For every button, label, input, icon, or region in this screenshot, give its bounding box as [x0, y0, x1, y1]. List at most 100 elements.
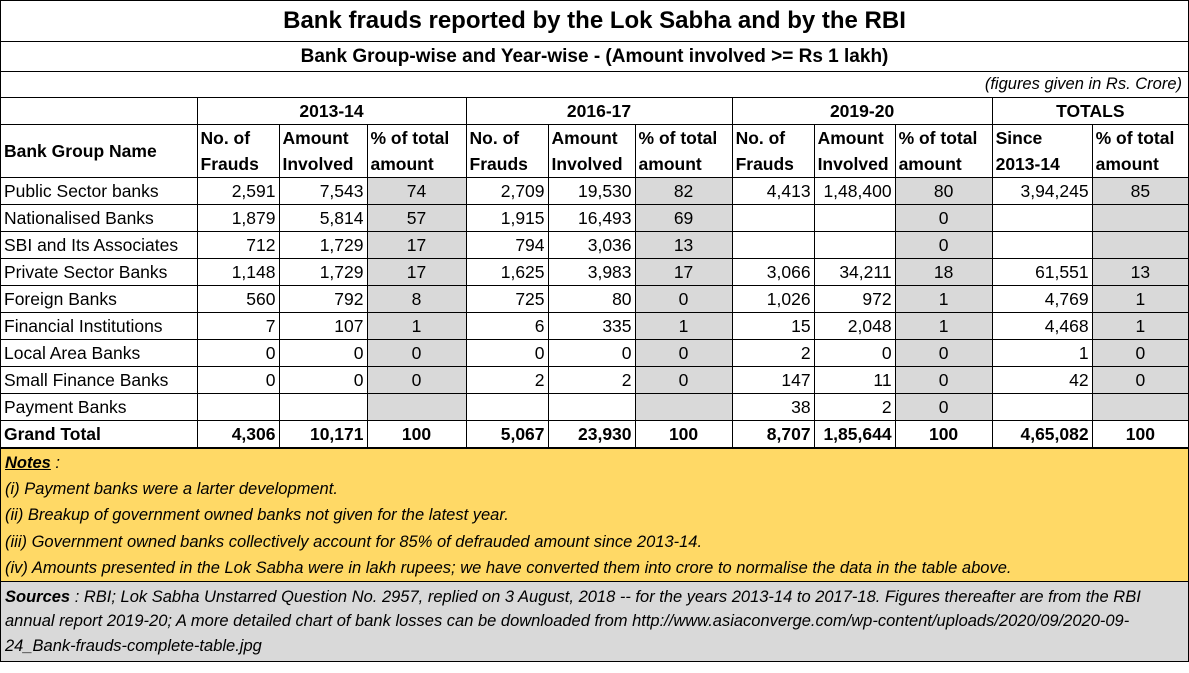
total-pct-cell: 100 [1091, 420, 1189, 448]
amount-cell: 1,85,644 [813, 420, 896, 448]
total-since-cell [991, 231, 1093, 259]
col-header-pct: % of total amount [634, 124, 733, 178]
amount-cell: 107 [278, 312, 368, 340]
amount-cell: 10,171 [278, 420, 368, 448]
sources-text: : RBI; Lok Sabha Unstarred Question No. … [5, 587, 1141, 655]
pct-cell: 82 [634, 177, 733, 205]
pct-cell: 0 [894, 393, 993, 421]
pct-cell: 17 [366, 231, 467, 259]
pct-cell: 18 [894, 258, 993, 286]
amount-cell: 34,211 [813, 258, 896, 286]
amount-cell: 1,48,400 [813, 177, 896, 205]
frauds-cell: 7 [196, 312, 280, 340]
bank-group-name: Financial Institutions [1, 312, 198, 340]
page-subtitle: Bank Group-wise and Year-wise - (Amount … [1, 42, 1188, 72]
sources-panel: Sources : RBI; Lok Sabha Unstarred Quest… [1, 580, 1188, 662]
total-since-cell: 4,468 [991, 312, 1093, 340]
pct-cell: 100 [634, 420, 733, 448]
col-header-amount: Amount Involved [813, 124, 896, 178]
pct-cell: 0 [366, 366, 467, 394]
group-header-totals: TOTALS [991, 98, 1189, 125]
pct-cell: 1 [894, 312, 993, 340]
fraud-table: 2013-14 2016-17 2019-20 TOTALS Bank Grou… [1, 98, 1189, 448]
amount-cell: 0 [278, 366, 368, 394]
note-item: (iv) Amounts presented in the Lok Sabha … [5, 558, 1012, 577]
pct-cell: 0 [894, 231, 993, 259]
frauds-cell: 38 [731, 393, 815, 421]
amount-cell: 19,530 [547, 177, 636, 205]
group-header-2016-17: 2016-17 [465, 98, 733, 125]
total-pct-cell: 0 [1091, 366, 1189, 394]
table-row: Private Sector Banks 1,148 1,729 17 1,625 3,9… [1, 258, 1189, 286]
pct-cell: 13 [634, 231, 733, 259]
col-header-amount: Amount Involved [547, 124, 636, 178]
pct-cell: 57 [366, 204, 467, 232]
frauds-cell [731, 231, 815, 259]
pct-cell: 8 [366, 285, 467, 313]
notes-heading-suffix: : [50, 454, 61, 472]
amount-cell: 2 [813, 393, 896, 421]
col-header-frauds: No. of Frauds [465, 124, 549, 178]
sources-label: Sources [5, 587, 71, 606]
amount-cell: 0 [813, 339, 896, 367]
amount-cell [278, 393, 368, 421]
total-since-cell [991, 204, 1093, 232]
col-header-pct: % of total amount [366, 124, 467, 178]
pct-cell: 0 [894, 366, 993, 394]
table-row: Local Area Banks 0 0 0 0 0 0 2 0 0 1 0 [1, 339, 1189, 367]
frauds-cell: 1,879 [196, 204, 280, 232]
frauds-cell: 560 [196, 285, 280, 313]
amount-cell [813, 204, 896, 232]
frauds-cell: 2,591 [196, 177, 280, 205]
pct-cell: 0 [634, 339, 733, 367]
total-since-cell: 1 [991, 339, 1093, 367]
note-item: (iii) Government owned banks collectivel… [5, 532, 703, 551]
frauds-cell: 1,625 [465, 258, 549, 286]
amount-cell: 1,729 [278, 231, 368, 259]
frauds-cell: 1,915 [465, 204, 549, 232]
frauds-cell: 8,707 [731, 420, 815, 448]
units-note: (figures given in Rs. Crore) [1, 72, 1188, 98]
bank-group-name: SBI and Its Associates [1, 231, 198, 259]
col-header-frauds: No. of Frauds [196, 124, 280, 178]
total-pct-cell [1091, 393, 1189, 421]
group-header-2019-20: 2019-20 [731, 98, 993, 125]
pct-cell: 0 [894, 339, 993, 367]
amount-cell: 0 [278, 339, 368, 367]
bank-group-name: Payment Banks [1, 393, 198, 421]
note-item: (i) Payment banks were a larter developm… [5, 480, 338, 499]
frauds-cell: 3,066 [731, 258, 815, 286]
pct-cell: 0 [634, 366, 733, 394]
frauds-cell: 1,148 [196, 258, 280, 286]
frauds-cell: 0 [465, 339, 549, 367]
total-pct-cell [1091, 231, 1189, 259]
frauds-cell: 6 [465, 312, 549, 340]
notes-panel: Notes : (i) Payment banks were a larter … [1, 448, 1188, 581]
total-pct-cell [1091, 204, 1189, 232]
frauds-cell: 794 [465, 231, 549, 259]
frauds-cell [731, 204, 815, 232]
frauds-cell [196, 393, 280, 421]
pct-cell [634, 393, 733, 421]
frauds-cell: 147 [731, 366, 815, 394]
bank-group-name: Local Area Banks [1, 339, 198, 367]
pct-cell: 1 [366, 312, 467, 340]
frauds-cell [465, 393, 549, 421]
amount-cell: 0 [547, 339, 636, 367]
col-header-pct: % of total amount [894, 124, 993, 178]
table-row: Public Sector banks 2,591 7,543 74 2,709 19,5… [1, 177, 1189, 205]
total-since-cell: 4,65,082 [991, 420, 1093, 448]
frauds-cell: 0 [196, 366, 280, 394]
frauds-cell: 725 [465, 285, 549, 313]
total-since-cell: 3,94,245 [991, 177, 1093, 205]
col-header-frauds: No. of Frauds [731, 124, 815, 178]
pct-cell [366, 393, 467, 421]
frauds-cell: 712 [196, 231, 280, 259]
total-since-cell: 4,769 [991, 285, 1093, 313]
bank-group-name: Nationalised Banks [1, 204, 198, 232]
amount-cell: 2 [547, 366, 636, 394]
table-row: SBI and Its Associates 712 1,729 17 794 3,036… [1, 231, 1189, 259]
group-header-2013-14: 2013-14 [196, 98, 467, 125]
frauds-cell: 2 [731, 339, 815, 367]
